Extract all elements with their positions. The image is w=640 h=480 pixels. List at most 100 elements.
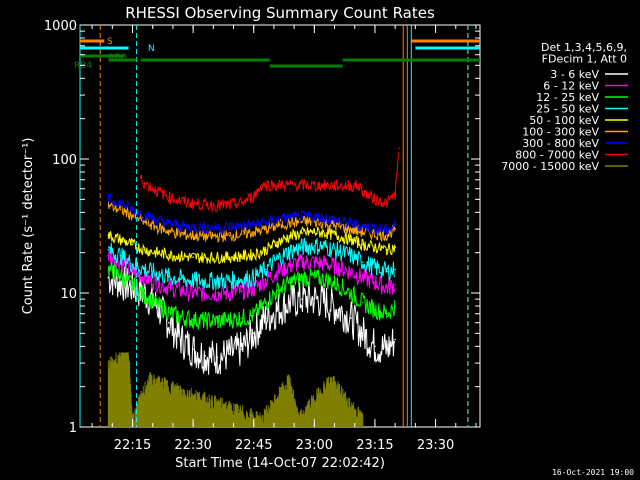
data-point xyxy=(265,228,267,230)
data-point xyxy=(119,208,122,211)
data-point xyxy=(252,231,255,233)
data-point xyxy=(119,238,122,241)
data-point xyxy=(180,278,182,280)
data-point xyxy=(374,345,376,348)
data-point xyxy=(180,200,182,202)
series-layer xyxy=(107,147,401,427)
data-point xyxy=(156,303,158,306)
series-300-800-kev-trace xyxy=(107,193,396,236)
data-point xyxy=(204,355,207,357)
data-point xyxy=(107,254,110,257)
data-point xyxy=(180,316,182,319)
flag-label: RD0 xyxy=(108,53,127,63)
y-tick-label: 1000 xyxy=(44,19,77,34)
x-tick-label: 23:00 xyxy=(296,438,333,453)
data-point xyxy=(192,202,194,205)
y-tick-label: 100 xyxy=(52,153,77,168)
data-point xyxy=(139,177,142,179)
data-point xyxy=(131,214,134,217)
data-point xyxy=(192,226,194,228)
data-point xyxy=(143,214,146,217)
data-point xyxy=(228,234,231,237)
data-point xyxy=(362,276,364,279)
data-point xyxy=(192,292,194,294)
x-tick-label: 22:45 xyxy=(235,438,272,453)
data-point xyxy=(337,225,340,227)
data-point xyxy=(325,217,328,220)
data-point xyxy=(386,229,388,231)
data-point xyxy=(301,261,304,263)
data-point xyxy=(394,305,397,307)
data-point xyxy=(349,270,352,273)
data-point xyxy=(362,190,364,193)
data-point xyxy=(252,195,255,197)
data-point xyxy=(325,301,328,304)
data-point xyxy=(301,221,304,223)
data-point xyxy=(265,279,267,281)
data-point xyxy=(374,266,376,269)
series-50-100-kev xyxy=(107,226,397,265)
data-point xyxy=(277,258,279,260)
flag-label: N xyxy=(148,44,155,54)
data-point xyxy=(240,225,243,227)
data-point xyxy=(362,261,364,263)
data-point xyxy=(228,204,231,206)
data-point xyxy=(325,279,328,281)
data-point xyxy=(374,228,376,230)
data-point xyxy=(289,221,291,224)
data-point xyxy=(277,241,279,243)
data-point xyxy=(313,298,316,300)
data-point xyxy=(180,255,182,258)
data-point xyxy=(107,204,110,207)
data-point xyxy=(277,270,279,273)
data-point xyxy=(386,202,388,204)
flag-label: RB4 xyxy=(74,61,92,71)
data-point xyxy=(143,295,146,297)
data-point xyxy=(216,320,219,322)
data-point xyxy=(337,220,340,222)
data-point xyxy=(204,204,207,206)
data-point xyxy=(325,246,328,248)
data-point xyxy=(252,287,255,290)
x-tick-label: 23:30 xyxy=(417,438,454,453)
data-point xyxy=(143,182,146,184)
data-point xyxy=(362,225,364,227)
data-point xyxy=(107,234,110,236)
data-point xyxy=(277,224,279,227)
data-point xyxy=(216,292,219,294)
data-point xyxy=(168,286,170,289)
data-point xyxy=(386,249,388,251)
data-point xyxy=(394,228,397,230)
data-point xyxy=(240,202,243,204)
data-point xyxy=(204,320,207,322)
series-7000-15000-kev xyxy=(107,352,364,427)
data-point xyxy=(204,235,207,238)
legend-entry-label: 300 - 800 keV xyxy=(522,137,599,150)
data-point xyxy=(289,216,291,219)
data-point xyxy=(240,255,243,258)
data-point xyxy=(337,235,340,238)
x-axis-label: Start Time (14-Oct-07 22:02:42) xyxy=(175,456,385,471)
data-point xyxy=(394,284,397,286)
legend: Det 1,3,4,5,6,9,FDecim 1, Att 0 3 - 6 keV… xyxy=(501,41,628,173)
data-point xyxy=(156,281,158,284)
data-point xyxy=(216,204,219,207)
data-point xyxy=(228,319,231,321)
data-point xyxy=(265,249,267,251)
data-point xyxy=(265,317,267,319)
legend-entry-label: 12 - 25 keV xyxy=(536,91,599,104)
data-point xyxy=(337,308,340,311)
data-point xyxy=(143,221,146,223)
data-point xyxy=(289,281,291,284)
data-point xyxy=(156,189,158,192)
legend-entry-label: 25 - 50 keV xyxy=(536,103,599,116)
data-point xyxy=(180,225,182,227)
data-point xyxy=(240,278,243,281)
data-point xyxy=(216,235,219,238)
data-point xyxy=(168,276,170,278)
data-point xyxy=(192,348,194,351)
series-100-300-kev xyxy=(107,201,397,244)
data-point xyxy=(168,222,170,225)
data-point xyxy=(228,226,231,228)
flag-label: S xyxy=(107,37,113,47)
